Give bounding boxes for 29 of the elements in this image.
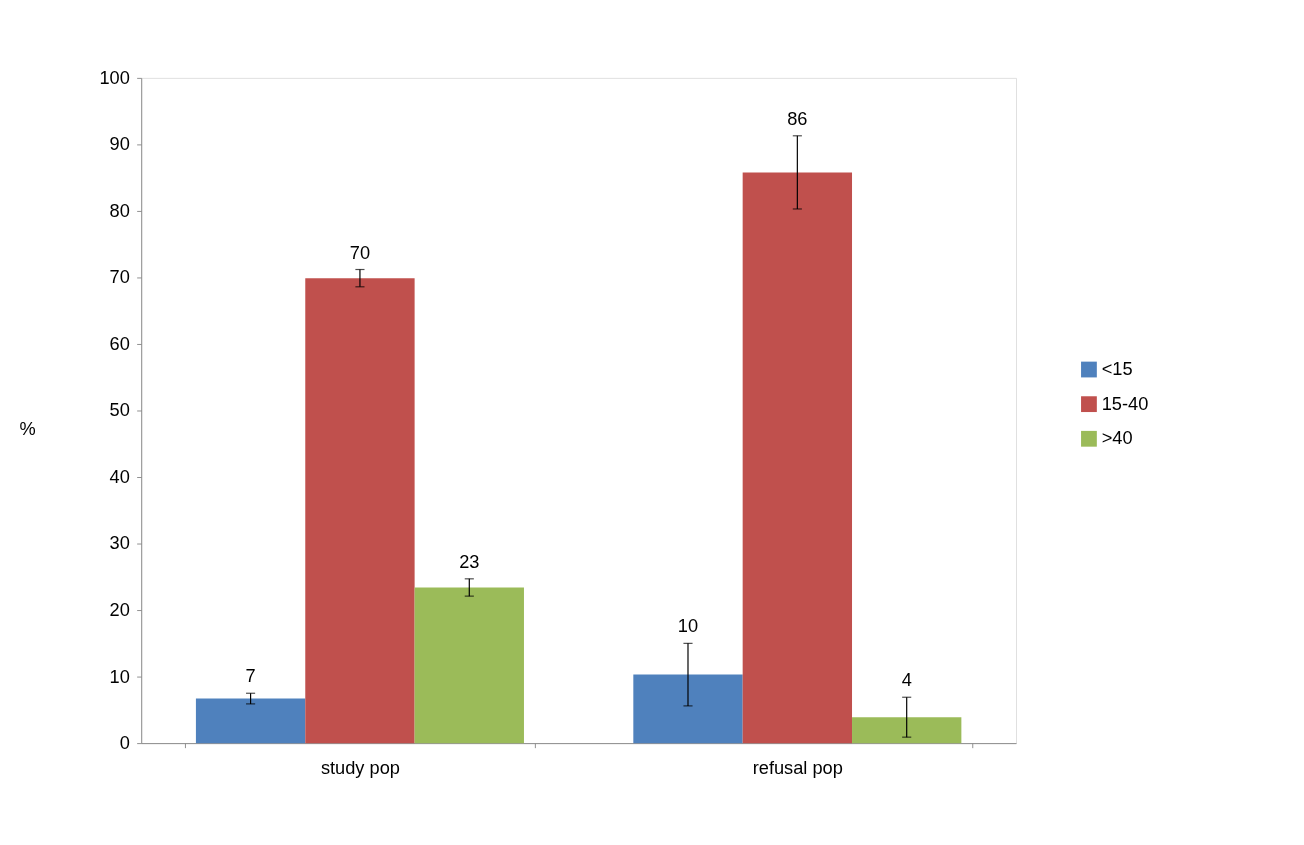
data-label: 23 <box>459 551 480 572</box>
y-tick-label: 90 <box>109 134 130 155</box>
data-label: 86 <box>787 108 808 129</box>
bar <box>414 587 524 744</box>
y-tick-label: 0 <box>119 733 130 754</box>
x-tick-label: refusal pop <box>752 757 843 778</box>
y-tick-label: 20 <box>109 600 130 621</box>
y-tick-label: 80 <box>109 200 130 221</box>
legend-label: <15 <box>1101 358 1133 379</box>
y-axis-title: % <box>19 418 36 439</box>
bar <box>633 674 743 744</box>
data-label: 7 <box>245 666 256 687</box>
x-tick-label: study pop <box>320 757 400 778</box>
data-label: 10 <box>677 616 699 637</box>
bar <box>852 717 962 744</box>
y-tick-label: 40 <box>109 466 130 487</box>
bar <box>305 278 415 744</box>
data-label: 4 <box>901 670 912 691</box>
y-tick-label: 50 <box>109 400 130 421</box>
y-tick-label: 70 <box>109 267 130 288</box>
y-tick-label: 60 <box>109 333 130 354</box>
legend-label: >40 <box>1101 428 1133 449</box>
bar <box>742 172 853 744</box>
y-tick-label: 30 <box>109 533 130 554</box>
bar <box>195 698 306 744</box>
data-label: 70 <box>349 242 371 263</box>
y-tick-label: 100 <box>99 67 130 88</box>
y-tick-label: 10 <box>109 666 130 687</box>
legend-label: 15-40 <box>1101 393 1149 414</box>
